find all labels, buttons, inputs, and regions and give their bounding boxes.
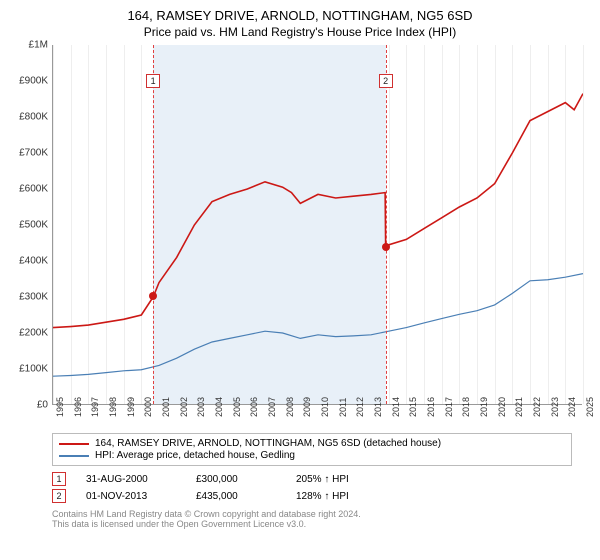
y-tick: £0 (37, 400, 48, 411)
y-tick: £200K (19, 328, 48, 339)
chart-title: 164, RAMSEY DRIVE, ARNOLD, NOTTINGHAM, N… (10, 8, 590, 23)
footer-text: Contains HM Land Registry data © Crown c… (52, 509, 590, 529)
x-tick: 1999 (126, 397, 136, 417)
line-svg (53, 45, 583, 405)
x-tick: 2014 (391, 397, 401, 417)
gridline (583, 45, 584, 404)
event-vline (153, 45, 154, 404)
legend-line-1 (59, 455, 89, 457)
flag-marker: 2 (379, 74, 393, 88)
footer-line-1: Contains HM Land Registry data © Crown c… (52, 509, 590, 519)
data-point (382, 243, 390, 251)
x-tick: 2011 (338, 398, 348, 417)
event-row: 1 31-AUG-2000 £300,000 205% ↑ HPI (52, 472, 590, 486)
x-tick: 2012 (355, 397, 365, 417)
x-tick: 2007 (267, 397, 277, 417)
event-date-1: 31-AUG-2000 (86, 474, 176, 485)
x-tick: 2010 (320, 397, 330, 417)
x-tick: 2020 (497, 397, 507, 417)
legend: 164, RAMSEY DRIVE, ARNOLD, NOTTINGHAM, N… (52, 433, 572, 466)
y-tick: £1M (29, 40, 48, 51)
event-pct-2: 128% ↑ HPI (296, 491, 396, 502)
x-tick: 1996 (73, 397, 83, 417)
legend-label-0: 164, RAMSEY DRIVE, ARNOLD, NOTTINGHAM, N… (95, 438, 441, 449)
x-tick: 2018 (461, 397, 471, 417)
x-tick: 2025 (585, 397, 595, 417)
x-tick: 2005 (232, 397, 242, 417)
flag-marker: 1 (146, 74, 160, 88)
x-tick: 2009 (302, 397, 312, 417)
data-point (149, 292, 157, 300)
x-tick: 2017 (444, 397, 454, 417)
y-tick: £900K (19, 76, 48, 87)
event-flag-1: 1 (52, 472, 66, 486)
chart-subtitle: Price paid vs. HM Land Registry's House … (10, 25, 590, 39)
event-row: 2 01-NOV-2013 £435,000 128% ↑ HPI (52, 489, 590, 503)
x-tick: 2023 (550, 397, 560, 417)
y-tick: £400K (19, 256, 48, 267)
x-tick: 2006 (249, 397, 259, 417)
event-price-2: £435,000 (196, 491, 276, 502)
y-tick: £700K (19, 148, 48, 159)
y-tick: £100K (19, 364, 48, 375)
y-tick: £500K (19, 220, 48, 231)
hpi-line (53, 274, 583, 377)
plot-area: 12 (52, 45, 582, 405)
x-tick: 2019 (479, 397, 489, 417)
legend-label-1: HPI: Average price, detached house, Gedl… (95, 450, 295, 461)
x-tick: 2003 (196, 397, 206, 417)
y-tick: £800K (19, 112, 48, 123)
legend-line-0 (59, 443, 89, 445)
x-tick: 1995 (55, 397, 65, 417)
x-tick: 1998 (108, 397, 118, 417)
y-tick: £300K (19, 292, 48, 303)
x-tick: 2008 (285, 397, 295, 417)
chart-area: £0 £100K £200K £300K £400K £500K £600K £700K £80… (10, 45, 590, 425)
x-tick: 2004 (214, 397, 224, 417)
events-table: 1 31-AUG-2000 £300,000 205% ↑ HPI 2 01-N… (52, 472, 590, 503)
x-tick: 2015 (408, 397, 418, 417)
event-date-2: 01-NOV-2013 (86, 491, 176, 502)
x-tick: 2021 (514, 397, 524, 417)
x-tick: 2022 (532, 397, 542, 417)
y-axis: £0£100K£200K£300K£400K£500K£600K£700K£80… (10, 45, 50, 405)
x-tick: 2000 (143, 397, 153, 417)
event-flag-2: 2 (52, 489, 66, 503)
x-tick: 2016 (426, 397, 436, 417)
y-tick: £600K (19, 184, 48, 195)
x-tick: 2002 (179, 397, 189, 417)
x-tick: 2001 (161, 397, 171, 417)
x-tick: 2024 (567, 397, 577, 417)
x-axis: 1995199619971998199920002001200220032004… (52, 405, 582, 425)
x-tick: 2013 (373, 397, 383, 417)
property-line (53, 94, 583, 328)
event-price-1: £300,000 (196, 474, 276, 485)
footer-line-2: This data is licensed under the Open Gov… (52, 519, 590, 529)
x-tick: 1997 (90, 397, 100, 417)
event-vline (386, 45, 387, 404)
event-pct-1: 205% ↑ HPI (296, 474, 396, 485)
